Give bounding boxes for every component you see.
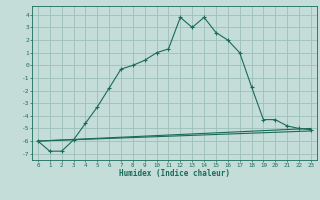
X-axis label: Humidex (Indice chaleur): Humidex (Indice chaleur) (119, 169, 230, 178)
